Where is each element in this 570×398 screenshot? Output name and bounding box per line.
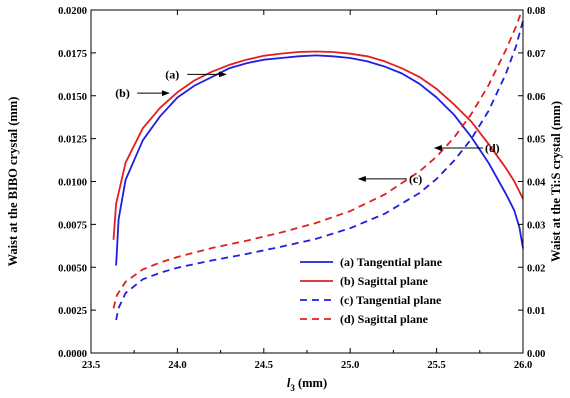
legend-label-3: (c) Tangential plane (340, 293, 442, 307)
series-line-3 (115, 20, 524, 321)
x-tick-label: 24.0 (168, 360, 186, 371)
y-left-tick-label: 0.0050 (58, 263, 87, 274)
legend-label-2: (b) Sagittal plane (340, 274, 429, 288)
series-line-2 (112, 50, 524, 240)
legend-label-1: (a) Tangential plane (340, 255, 443, 269)
annotation-label: (c) (409, 172, 422, 186)
x-tick-label: 25.5 (427, 360, 445, 371)
tick-layer: 23.5 24.0 24.5 25.0 25.5 26.0 0.0000 0.0025 0.00… (58, 6, 546, 371)
x-axis-title: l3 (mm) (287, 376, 327, 393)
x-tick-label: 25.0 (341, 360, 359, 371)
y-left-tick-label: 0.0075 (58, 220, 87, 231)
series-line-4 (112, 11, 523, 309)
y-right-tick-label: 0.06 (527, 92, 545, 103)
y-left-tick-label: 0.0025 (58, 306, 87, 317)
y-left-tick-label: 0.0175 (58, 49, 87, 60)
y-right-tick-label: 0.01 (527, 306, 545, 317)
y-right-tick-label: 0.03 (527, 220, 545, 231)
y-left-tick-label: 0.0150 (58, 92, 87, 103)
x-tick-label: 24.5 (255, 360, 273, 371)
annotation-label: (b) (115, 86, 130, 100)
y-right-tick-label: 0.00 (527, 349, 545, 360)
legend-label-4: (d) Sagittal plane (340, 312, 429, 326)
x-tick-label: 26.0 (514, 360, 532, 371)
x-axis-title-unit: (mm) (295, 376, 327, 390)
y-axis-right-title: Waist at the Ti:S crystal (mm) (549, 101, 563, 262)
y-left-tick-label: 0.0100 (58, 178, 87, 189)
x-tick-label: 23.5 (82, 360, 100, 371)
series-line-1 (115, 54, 524, 266)
y-right-tick-label: 0.04 (527, 178, 546, 189)
y-right-tick-label: 0.02 (527, 263, 545, 274)
y-left-tick-label: 0.0000 (58, 349, 87, 360)
series-layer (112, 11, 524, 321)
annotation-label: (d) (485, 141, 500, 155)
y-axis-left-title: Waist at the BIBO crystal (mm) (6, 97, 20, 267)
y-left-tick-label: 0.0125 (58, 135, 87, 146)
y-left-tick-label: 0.0200 (58, 6, 87, 17)
x-axis-title-subscript: 3 (290, 383, 295, 393)
x-axis-title-symbol: l (287, 376, 291, 390)
annotation-label: (a) (165, 67, 179, 81)
y-right-tick-label: 0.07 (527, 49, 545, 60)
y-right-tick-label: 0.08 (527, 6, 545, 17)
plot-frame (90, 9, 524, 354)
y-right-tick-label: 0.05 (527, 135, 545, 146)
annotation-layer: (a) (b) (c) (d) (115, 67, 499, 186)
legend: (a) Tangential plane (b) Sagittal plane (c… (300, 255, 443, 326)
